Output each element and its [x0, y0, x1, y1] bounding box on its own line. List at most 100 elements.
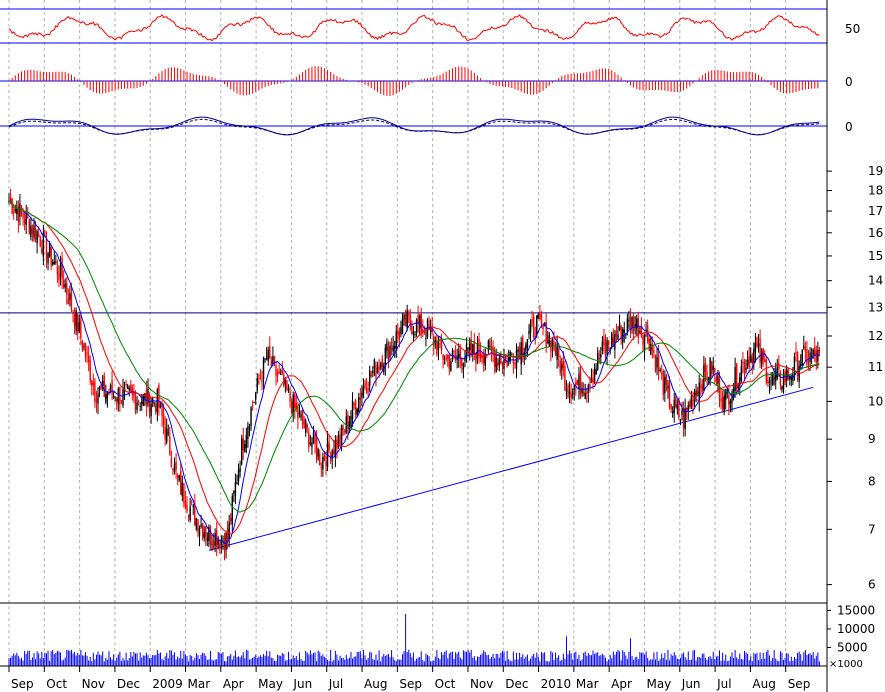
candle-body: [598, 358, 600, 360]
candle-body: [142, 394, 144, 406]
candle-body: [581, 388, 583, 393]
candle-body: [450, 361, 452, 371]
candle-body: [333, 450, 335, 454]
candle-body: [11, 198, 13, 214]
candle-body: [351, 400, 354, 420]
candle-body: [437, 342, 440, 350]
candle-body: [253, 401, 255, 403]
rsi-level-label: 50: [845, 22, 860, 36]
candle-body: [290, 401, 293, 414]
candle-body: [760, 351, 763, 365]
candle-body: [489, 345, 491, 347]
candle-body: [255, 392, 257, 400]
candle-body: [468, 343, 471, 351]
candle-body: [45, 238, 48, 259]
candle-body: [642, 335, 644, 345]
candle-body: [278, 371, 280, 374]
price-tick-label: 7: [868, 522, 876, 536]
candle-body: [653, 350, 655, 353]
candle-body: [739, 377, 741, 386]
candle-body: [81, 341, 84, 350]
candle-body: [576, 380, 579, 385]
candle-body: [220, 538, 223, 545]
candle-body: [250, 407, 252, 427]
volume-multiplier-label: ×1000: [829, 659, 863, 670]
candle-body: [272, 356, 274, 365]
candle-body: [19, 203, 21, 217]
candle-body: [116, 397, 118, 402]
candle-body: [400, 327, 402, 335]
candle-body: [506, 361, 508, 367]
candle-body: [125, 384, 127, 386]
candle-body: [52, 262, 54, 265]
candle-body: [94, 381, 96, 402]
candle-body: [362, 386, 365, 396]
candle-body: [559, 360, 561, 374]
candle-body: [578, 374, 580, 390]
candle-body: [150, 403, 152, 416]
candle-body: [297, 406, 299, 419]
candle-body: [440, 339, 443, 351]
candle-body: [428, 323, 430, 330]
month-label: Apr: [611, 677, 632, 691]
candle-body: [562, 361, 565, 368]
candle-body: [607, 340, 610, 345]
candle-body: [356, 408, 358, 415]
candle-body: [542, 324, 544, 330]
candle-body: [289, 391, 291, 402]
candle-body: [394, 346, 396, 349]
candle-body: [308, 432, 310, 448]
candle-body: [493, 352, 496, 368]
candle-body: [789, 375, 791, 379]
candle-body: [195, 518, 198, 530]
candle-body: [484, 354, 486, 366]
candle-body: [359, 397, 362, 400]
month-label: Mar: [576, 677, 599, 691]
candle-body: [415, 319, 418, 333]
candle-body: [389, 345, 391, 357]
candle-body: [314, 434, 316, 444]
candle-body: [173, 462, 176, 473]
candle-body: [570, 394, 572, 399]
candle-body: [568, 391, 571, 395]
candle-body: [717, 375, 719, 384]
candle-body: [315, 438, 318, 460]
candle-body: [661, 372, 663, 374]
candle-body: [556, 343, 558, 360]
candle-body: [404, 314, 407, 327]
candle-body: [31, 228, 34, 234]
candle-body: [710, 361, 713, 374]
month-label: Aug: [364, 677, 387, 691]
candle-body: [662, 370, 664, 395]
candle-body: [87, 355, 90, 363]
candle-body: [684, 408, 686, 430]
candle-body: [818, 350, 821, 352]
candle-body: [198, 527, 201, 536]
candle-body: [690, 395, 693, 408]
candle-body: [815, 350, 818, 363]
candle-body: [473, 340, 476, 355]
candle-body: [311, 442, 313, 448]
volume-panel: [8, 614, 820, 666]
candle-body: [137, 400, 140, 403]
candle-body: [483, 355, 485, 363]
candle-body: [16, 209, 18, 214]
candle-body: [548, 335, 550, 347]
candle-body: [773, 377, 775, 379]
month-label: Sep: [788, 677, 811, 691]
candle-body: [205, 527, 207, 538]
candle-body: [226, 527, 229, 541]
candle-body: [320, 466, 323, 468]
candle-body: [169, 436, 171, 455]
candle-body: [547, 341, 549, 344]
candle-body: [511, 354, 513, 356]
candle-body: [497, 362, 499, 366]
candle-body: [231, 495, 233, 525]
candle-body: [709, 358, 711, 381]
candle-body: [331, 450, 333, 459]
candle-body: [208, 527, 210, 541]
candle-body: [234, 482, 237, 496]
candle-body: [161, 403, 163, 417]
candle-body: [643, 334, 646, 350]
